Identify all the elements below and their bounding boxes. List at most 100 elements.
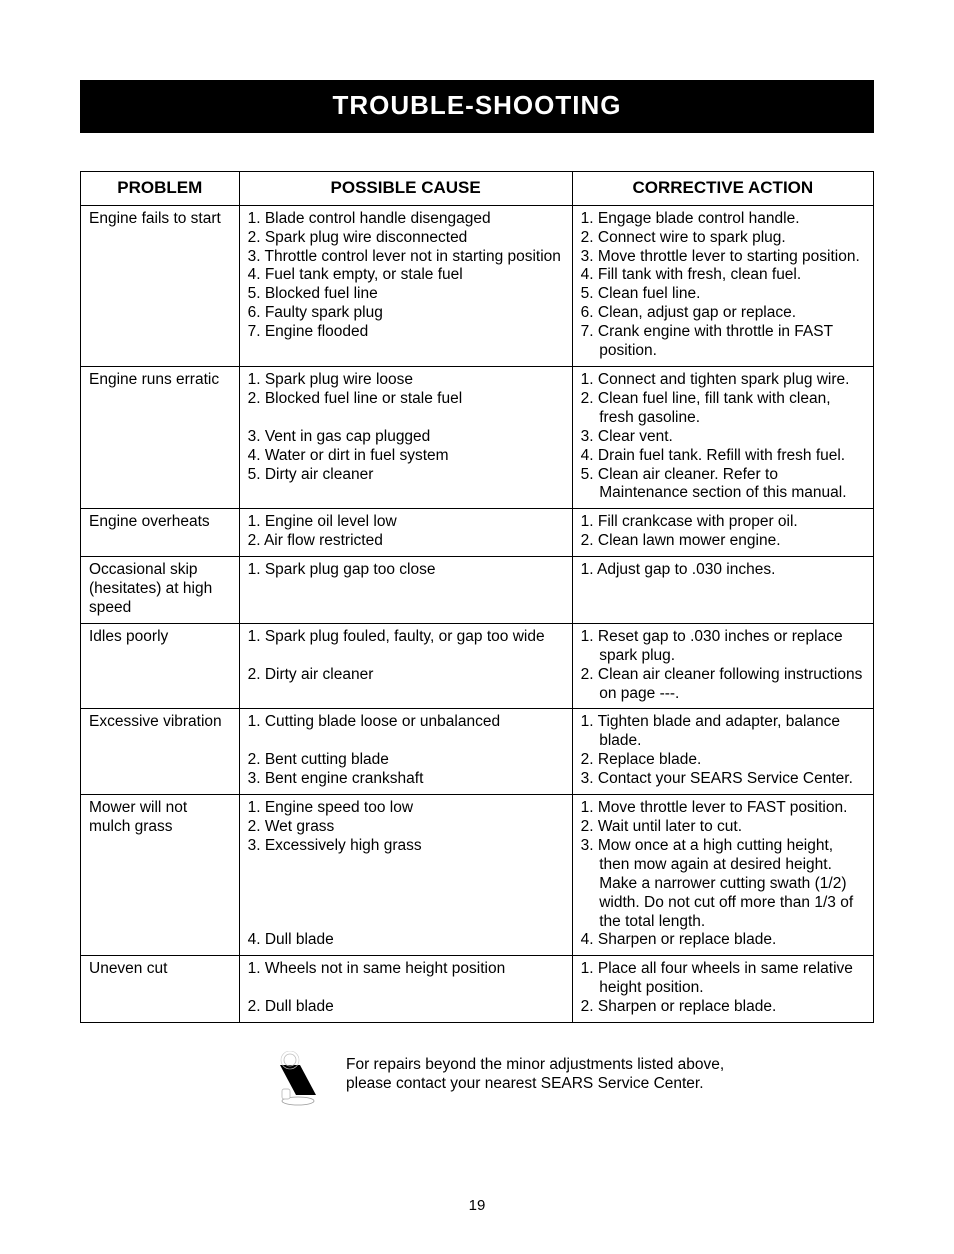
list-item: 2. Sharpen or replace blade. [581,998,865,1017]
list-item: 1. Move throttle lever to FAST position. [581,799,865,818]
list-item: 1. Tighten blade and adapter, balance bl… [581,713,865,751]
problem-cell: Engine overheats [81,509,240,557]
list-item: 2. Clean fuel line, fill tank with clean… [581,390,865,428]
section-title-bar: TROUBLE-SHOOTING [80,80,874,133]
cause-cell: 1. Engine oil level low2. Air flow restr… [239,509,572,557]
list-item: 3. Move throttle lever to starting posit… [581,248,865,267]
list-item: 1. Wheels not in same height position [248,960,564,979]
cause-cell: 1. Cutting blade loose or unbalanced 2. … [239,709,572,795]
list-item: 6. Clean, adjust gap or replace. [581,304,865,323]
table-row: Engine runs erratic1. Spark plug wire lo… [81,366,874,508]
action-cell: 1. Adjust gap to .030 inches. [572,557,873,624]
table-row: Uneven cut1. Wheels not in same height p… [81,956,874,1023]
phone-icon [270,1051,326,1107]
list-item: 1. Engine speed too low [248,799,564,818]
list-item [248,875,564,894]
list-item: 2. Air flow restricted [248,532,564,551]
action-cell: 1. Move throttle lever to FAST position.… [572,795,873,956]
list-item: 2. Replace blade. [581,751,865,770]
list-item: 1. Place all four wheels in same relativ… [581,960,865,998]
list-item [248,647,564,666]
cause-cell: 1. Engine speed too low2. Wet grass3. Ex… [239,795,572,956]
list-item: 6. Faulty spark plug [248,304,564,323]
list-item: 5. Blocked fuel line [248,285,564,304]
list-item: 4. Fill tank with fresh, clean fuel. [581,266,865,285]
list-item: 3. Vent in gas cap plugged [248,428,564,447]
list-item: 1. Adjust gap to .030 inches. [581,561,865,580]
problem-cell: Mower will not mulch grass [81,795,240,956]
table-row: Engine overheats1. Engine oil level low2… [81,509,874,557]
list-item: 1. Connect and tighten spark plug wire. [581,371,865,390]
list-item: 3. Mow once at a high cutting height, th… [581,837,865,932]
list-item: 3. Bent engine crankshaft [248,770,564,789]
problem-cell: Engine runs erratic [81,366,240,508]
problem-cell: Excessive vibration [81,709,240,795]
list-item: 2. Dull blade [248,998,564,1017]
action-cell: 1. Tighten blade and adapter, balance bl… [572,709,873,795]
list-item: 2. Dirty air cleaner [248,666,564,685]
problem-cell: Occasional skip (hesitates) at high spee… [81,557,240,624]
list-item: 7. Crank engine with throttle in FAST po… [581,323,865,361]
list-item: 5. Clean fuel line. [581,285,865,304]
action-cell: 1. Engage blade control handle.2. Connec… [572,205,873,366]
list-item: 1. Spark plug wire loose [248,371,564,390]
list-item [248,979,564,998]
list-item [248,894,564,913]
cause-cell: 1. Spark plug wire loose2. Blocked fuel … [239,366,572,508]
list-item: 3. Throttle control lever not in startin… [248,248,564,267]
page: TROUBLE-SHOOTING PROBLEM POSSIBLE CAUSE … [0,0,954,1254]
list-item: 3. Contact your SEARS Service Center. [581,770,865,789]
col-header-problem: PROBLEM [81,172,240,206]
table-row: Engine fails to start1. Blade control ha… [81,205,874,366]
list-item: 2. Spark plug wire disconnected [248,229,564,248]
section-title: TROUBLE-SHOOTING [333,90,622,120]
table-row: Idles poorly 1. Spark plug fouled, faulty… [81,623,874,709]
table-row: Mower will not mulch grass1. Engine spee… [81,795,874,956]
list-item: 2. Wait until later to cut. [581,818,865,837]
list-item: 2. Clean lawn mower engine. [581,532,865,551]
list-item [248,732,564,751]
list-item: 1. Engine oil level low [248,513,564,532]
list-item: 1. Spark plug gap too close [248,561,564,580]
list-item: 2. Blocked fuel line or stale fuel [248,390,564,409]
problem-cell: Idles poorly [81,623,240,709]
list-item: 1. Cutting blade loose or unbalanced [248,713,564,732]
list-item: 5. Dirty air cleaner [248,466,564,485]
table-header-row: PROBLEM POSSIBLE CAUSE CORRECTIVE ACTION [81,172,874,206]
table-body: Engine fails to start1. Blade control ha… [81,205,874,1022]
footer-line-1: For repairs beyond the minor adjustments… [346,1056,724,1073]
action-cell: 1. Place all four wheels in same relativ… [572,956,873,1023]
problem-cell: Uneven cut [81,956,240,1023]
list-item: 3. Clear vent. [581,428,865,447]
cause-cell: 1. Spark plug fouled, faulty, or gap too… [239,623,572,709]
page-number: 19 [80,1197,874,1214]
list-item: 1. Fill crankcase with proper oil. [581,513,865,532]
list-item: 4. Drain fuel tank. Refill with fresh fu… [581,447,865,466]
footer-text: For repairs beyond the minor adjustments… [346,1051,724,1094]
table-row: Excessive vibration1. Cutting blade loos… [81,709,874,795]
action-cell: 1. Reset gap to .030 inches or replace s… [572,623,873,709]
list-item: 3. Excessively high grass [248,837,564,856]
troubleshooting-table: PROBLEM POSSIBLE CAUSE CORRECTIVE ACTION… [80,171,874,1023]
list-item [248,856,564,875]
list-item: 2. Wet grass [248,818,564,837]
list-item: 1. Reset gap to .030 inches or replace s… [581,628,865,666]
list-item [248,409,564,428]
list-item [248,913,564,932]
action-cell: 1. Connect and tighten spark plug wire.2… [572,366,873,508]
action-cell: 1. Fill crankcase with proper oil.2. Cle… [572,509,873,557]
list-item: 2. Connect wire to spark plug. [581,229,865,248]
list-item: 5. Clean air cleaner. Refer to Maintenan… [581,466,865,504]
list-item: 4. Dull blade [248,931,564,950]
list-item: 2. Clean air cleaner following instructi… [581,666,865,704]
cause-cell: 1. Blade control handle disengaged2. Spa… [239,205,572,366]
list-item: 1. Spark plug fouled, faulty, or gap too… [248,628,564,647]
list-item: 1. Engage blade control handle. [581,210,865,229]
list-item: 4. Sharpen or replace blade. [581,931,865,950]
list-item: 1. Blade control handle disengaged [248,210,564,229]
table-row: Occasional skip (hesitates) at high spee… [81,557,874,624]
list-item: 4. Water or dirt in fuel system [248,447,564,466]
footer-line-2: please contact your nearest SEARS Servic… [346,1075,704,1092]
cause-cell: 1. Wheels not in same height position 2.… [239,956,572,1023]
list-item: 2. Bent cutting blade [248,751,564,770]
